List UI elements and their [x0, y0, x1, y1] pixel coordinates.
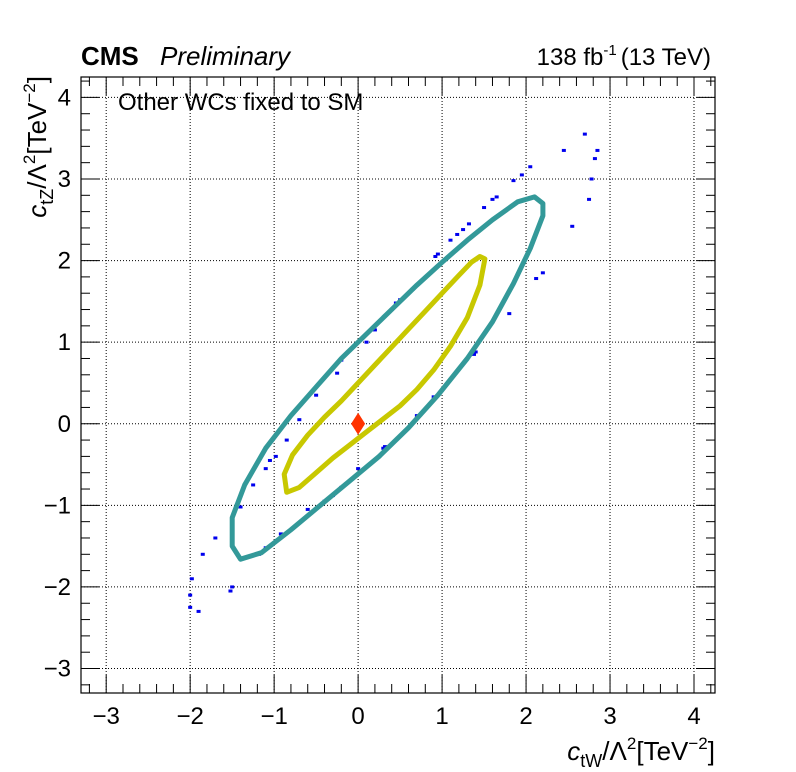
y-tick-label: −2 — [44, 574, 71, 601]
x-axis-label: ctW/Λ2[TeV−2] — [567, 734, 715, 771]
x-tick-label: −3 — [93, 703, 120, 730]
contour-99-point — [587, 197, 592, 201]
contour-99-point — [592, 157, 597, 161]
contour-95-line — [229, 194, 546, 562]
contour-99-point — [238, 505, 243, 509]
contour-99-point — [534, 277, 539, 281]
y-tick-label: 2 — [58, 248, 71, 275]
contour-99-point — [372, 328, 377, 332]
contour-99-point — [540, 271, 545, 275]
contour-99-point — [490, 197, 495, 201]
contour-99-point — [435, 252, 440, 256]
status-label: Preliminary — [160, 41, 292, 71]
contour-99-point — [473, 350, 478, 354]
experiment-label: CMS — [81, 41, 139, 71]
contour-99-point — [196, 609, 201, 613]
plot-frame — [80, 76, 716, 694]
contour-99-point — [263, 467, 268, 471]
contour-layer — [188, 132, 600, 613]
contour-99-point — [213, 536, 218, 540]
contour-99-point — [433, 254, 438, 258]
x-tick-label: 1 — [435, 703, 448, 730]
contour-68-line — [281, 254, 488, 495]
x-tick-label: −2 — [176, 703, 203, 730]
contour-99-point — [251, 483, 256, 487]
y-tick-label: 1 — [58, 329, 71, 356]
contour-99-point — [305, 507, 310, 511]
contour-99-point — [314, 393, 319, 397]
y-tick-label: 0 — [58, 411, 71, 438]
contour-99-point — [582, 132, 587, 136]
contour-99-point — [519, 173, 524, 177]
contour-99-point — [455, 232, 460, 236]
contour-99-point — [494, 195, 499, 199]
x-tick-label: 0 — [351, 703, 364, 730]
contour-99-point — [189, 577, 194, 581]
contour-99-point — [471, 352, 476, 356]
contour-99-point — [273, 454, 278, 458]
contour-99-point — [589, 177, 594, 181]
lumi-label: 138 fb-1 (13 TeV) — [537, 42, 711, 71]
contour-99-point — [335, 371, 340, 375]
contour-99-point — [364, 340, 369, 344]
contour-99-point — [507, 312, 512, 316]
x-tick-label: 4 — [687, 703, 700, 730]
contour-99-point — [188, 593, 193, 597]
contour-99-point — [595, 148, 600, 152]
contour-99-point — [230, 585, 235, 589]
contour-99-point — [461, 228, 466, 232]
contour-99-point — [448, 238, 453, 242]
grid-lines — [81, 77, 715, 693]
axis-ticks — [81, 77, 715, 693]
y-tick-label: 3 — [58, 166, 71, 193]
contour-99-point — [228, 589, 233, 593]
contour-99-point — [278, 532, 283, 536]
contour-99-point — [284, 438, 289, 442]
contour-99-point — [528, 165, 533, 169]
contour-99-point — [381, 446, 386, 450]
contour-99-point — [570, 224, 575, 228]
contour-99-point — [267, 458, 272, 462]
y-tick-label: −1 — [44, 492, 71, 519]
x-tick-label: 3 — [603, 703, 616, 730]
contour-99-point — [382, 445, 387, 449]
contour-99-point — [188, 605, 193, 609]
annotation-label: Other WCs fixed to SM — [118, 89, 363, 116]
tick-labels: −3 −2 −1 0 1 2 3 4 −3 −2 −1 0 1 2 3 4 — [44, 84, 701, 730]
y-tick-label: 4 — [58, 84, 71, 111]
y-axis-label: ctZ/Λ2[TeV−2] — [20, 76, 57, 218]
y-tick-label: −3 — [44, 656, 71, 683]
contour-99-point — [561, 148, 566, 152]
contour-99-point — [200, 552, 205, 556]
best-fit-marker — [351, 412, 366, 435]
contour-99-point — [482, 206, 487, 210]
contour-99-point — [356, 467, 361, 471]
contour-99-point — [466, 222, 471, 226]
contour-99-point — [297, 418, 302, 422]
x-tick-label: 2 — [519, 703, 532, 730]
contour-99-point — [511, 179, 516, 183]
x-tick-label: −1 — [260, 703, 287, 730]
